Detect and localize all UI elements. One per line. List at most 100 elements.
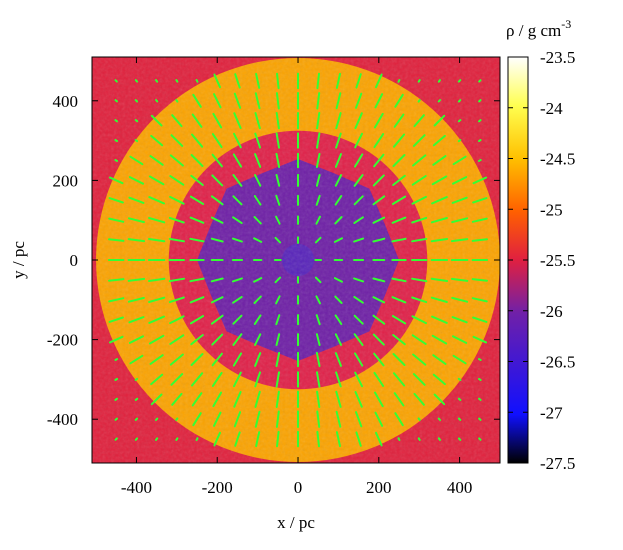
velocity-vector	[372, 296, 386, 304]
velocity-vector	[457, 417, 462, 421]
velocity-vector	[232, 195, 243, 206]
velocity-vector	[451, 316, 468, 324]
velocity-vector	[315, 351, 321, 368]
velocity-vector	[114, 139, 119, 143]
velocity-vector	[334, 333, 343, 346]
velocity-vector	[471, 278, 488, 282]
colorbar-tick-label: -24.5	[540, 150, 575, 169]
velocity-vector	[232, 295, 243, 304]
velocity-vector	[129, 155, 144, 166]
colorbar-tick-label: -25	[540, 200, 563, 219]
velocity-vector	[254, 112, 261, 130]
velocity-vector	[417, 99, 421, 103]
velocity-vector	[127, 238, 146, 243]
velocity-vector	[211, 133, 223, 149]
colorbar-tick-label: -26	[540, 302, 563, 321]
velocity-vector	[108, 197, 124, 204]
velocity-vector	[472, 176, 488, 185]
velocity-vector	[391, 315, 407, 325]
colorbar-label-main: ρ / g cm	[506, 21, 561, 40]
velocity-vector	[253, 237, 263, 243]
velocity-vector	[190, 353, 204, 366]
velocity-vector	[253, 314, 262, 325]
velocity-vector	[195, 79, 199, 83]
velocity-vector	[275, 390, 280, 408]
velocity-vector	[335, 132, 342, 149]
velocity-vector	[375, 73, 383, 89]
velocity-vector	[234, 431, 241, 447]
velocity-vector	[335, 371, 342, 388]
velocity-vector	[375, 431, 383, 447]
velocity-vector	[372, 333, 385, 346]
velocity-vector	[412, 353, 427, 366]
velocity-vector	[148, 277, 166, 282]
velocity-vector	[114, 358, 119, 361]
velocity-vector	[374, 93, 384, 109]
velocity-vector	[150, 393, 163, 406]
velocity-vector	[478, 139, 482, 143]
velocity-vector	[372, 277, 386, 283]
velocity-vector	[148, 175, 165, 186]
velocity-vector	[276, 430, 280, 448]
velocity-vector	[168, 296, 185, 304]
velocity-vector	[391, 216, 407, 224]
velocity-vector	[134, 437, 139, 441]
velocity-vector	[372, 314, 386, 325]
velocity-vector	[412, 134, 426, 147]
velocity-vector	[478, 79, 482, 83]
velocity-vector	[315, 333, 321, 346]
velocity-vector	[430, 217, 448, 224]
velocity-vector	[355, 92, 363, 109]
velocity-vector	[114, 159, 119, 162]
velocity-vector	[355, 431, 362, 447]
velocity-vector	[411, 237, 428, 243]
velocity-vector	[148, 334, 165, 345]
velocity-vector	[315, 152, 321, 169]
velocity-vector	[334, 314, 343, 325]
velocity-vector	[432, 155, 447, 166]
velocity-vector	[275, 333, 281, 346]
velocity-vector	[114, 437, 118, 441]
velocity-vector	[393, 133, 406, 148]
velocity-vector	[114, 79, 118, 83]
velocity-vector	[109, 176, 124, 185]
velocity-vector	[275, 174, 281, 187]
velocity-vector	[134, 417, 139, 421]
velocity-vector	[134, 377, 139, 381]
colorbar-tick-label: -24	[540, 99, 563, 118]
density-heatmap	[92, 57, 500, 463]
velocity-vector	[175, 79, 179, 83]
velocity-vector	[168, 277, 185, 283]
velocity-vector	[372, 216, 386, 224]
velocity-vector	[213, 73, 221, 89]
velocity-vector	[254, 410, 261, 428]
velocity-vector	[210, 277, 224, 283]
velocity-vector	[232, 314, 243, 325]
velocity-vector	[430, 238, 449, 243]
velocity-vector	[335, 92, 342, 110]
velocity-vector	[333, 237, 343, 243]
velocity-vector	[316, 132, 321, 149]
velocity-vector	[315, 314, 321, 326]
velocity-vector	[149, 155, 164, 166]
velocity-vector	[171, 392, 183, 406]
velocity-vector	[452, 354, 467, 365]
velocity-vector	[169, 175, 185, 186]
velocity-vector	[411, 296, 428, 304]
velocity-vector	[254, 174, 262, 187]
velocity-vector	[373, 133, 385, 149]
velocity-vector	[411, 277, 428, 283]
velocity-vector	[169, 154, 184, 167]
colorbar-tick-label: -27	[540, 403, 563, 422]
velocity-vector	[353, 277, 365, 283]
velocity-vector	[232, 333, 243, 346]
velocity-vector	[175, 99, 179, 103]
velocity-vector	[155, 437, 159, 441]
velocity-vector	[431, 315, 448, 324]
velocity-vector	[155, 99, 159, 103]
velocity-vector	[372, 237, 386, 243]
colorbar-tick-label: -25.5	[540, 251, 575, 270]
velocity-vector	[333, 277, 343, 283]
velocity-vector	[233, 112, 242, 129]
